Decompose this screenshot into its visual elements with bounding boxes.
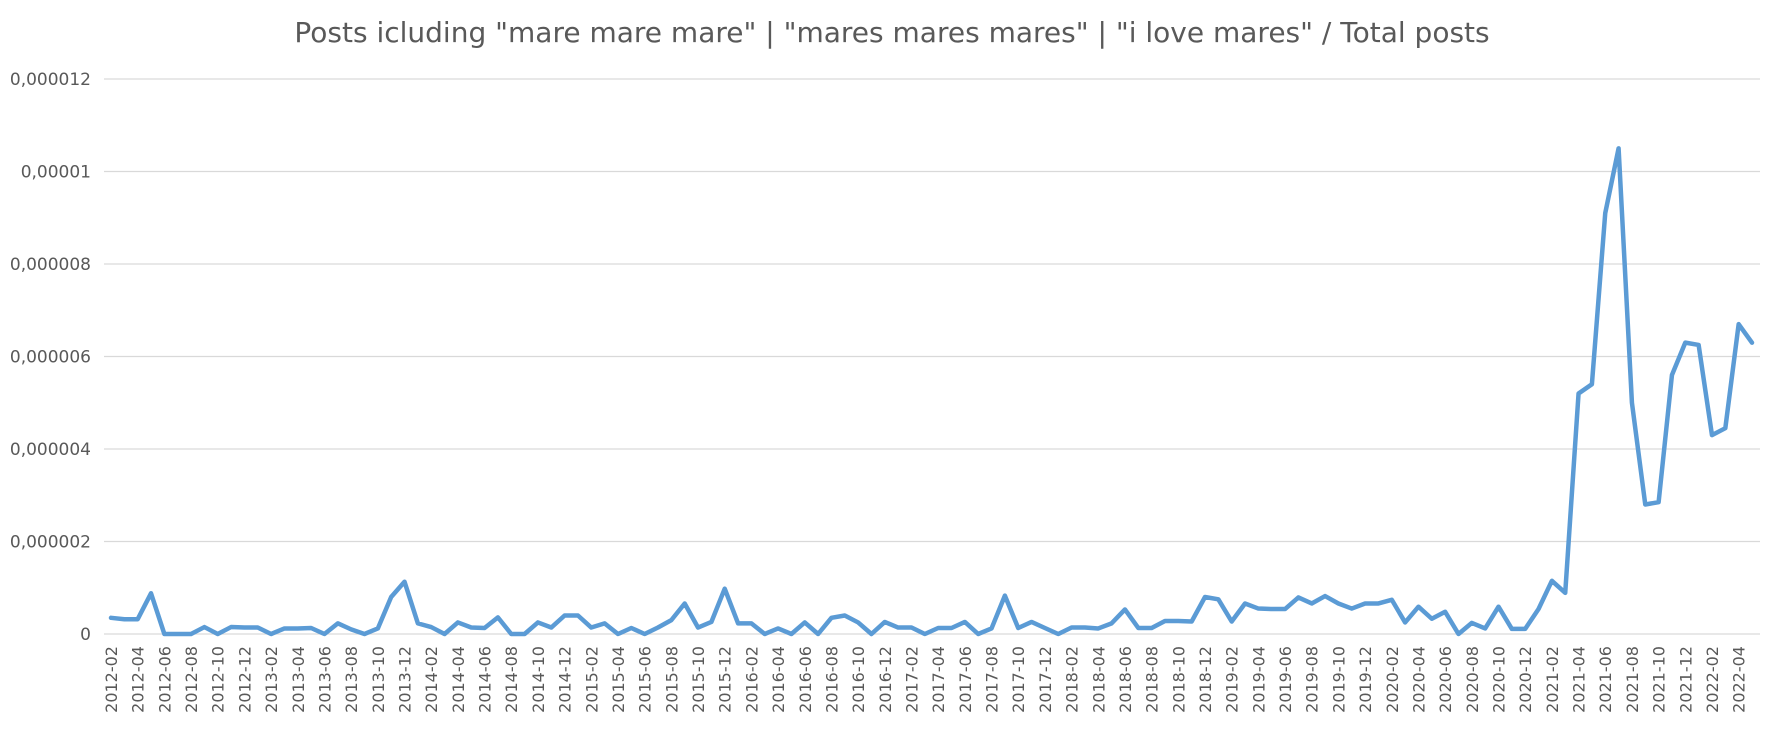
x-tick-label: 2020-10: [1490, 646, 1509, 713]
x-tick-label: 2021-10: [1650, 646, 1669, 713]
x-tick-label: 2019-12: [1356, 646, 1375, 713]
x-tick-label: 2022-04: [1730, 646, 1749, 713]
x-tick-label: 2016-10: [849, 646, 868, 713]
x-tick-label: 2014-06: [476, 646, 495, 713]
y-axis-tick-labels: 0 0,000002 0,000004 0,000006 0,000008 0,00001…: [10, 70, 91, 645]
x-tick-label: 2018-08: [1143, 646, 1162, 713]
x-tick-label: 2017-02: [902, 646, 921, 713]
x-tick-label: 2012-02: [102, 646, 121, 713]
x-tick-label: 2019-04: [1249, 646, 1268, 713]
x-tick-label: 2012-06: [155, 646, 174, 713]
x-tick-label: 2016-08: [822, 646, 841, 713]
x-tick-label: 2018-10: [1169, 646, 1188, 713]
x-tick-label: 2015-02: [582, 646, 601, 713]
x-tick-label: 2016-06: [796, 646, 815, 713]
gridlines: [104, 78, 1760, 635]
x-tick-label: 2019-08: [1303, 646, 1322, 713]
x-tick-label: 2012-08: [182, 646, 201, 713]
y-tick-label: 0,000002: [10, 533, 91, 553]
y-tick-label: 0,000004: [10, 440, 91, 460]
x-tick-label: 2020-12: [1516, 646, 1535, 713]
series-line-0: [108, 146, 1755, 637]
x-tick-label: 2018-04: [1089, 646, 1108, 713]
x-tick-label: 2013-04: [289, 646, 308, 713]
x-tick-label: 2021-12: [1676, 646, 1695, 713]
series-layer: [108, 146, 1755, 637]
x-tick-label: 2018-02: [1063, 646, 1082, 713]
y-tick-label: 0,00001: [21, 163, 91, 183]
x-tick-label: 2022-02: [1703, 646, 1722, 713]
x-tick-label: 2012-10: [209, 646, 228, 713]
x-tick-label: 2014-12: [556, 646, 575, 713]
x-axis-tick-labels: 2012-02 2012-04 2012-06 2012-08 2012-10 2012-…: [102, 646, 1749, 713]
x-tick-label: 2016-12: [876, 646, 895, 713]
x-tick-label: 2017-06: [956, 646, 975, 713]
x-tick-label: 2017-12: [1036, 646, 1055, 713]
x-tick-label: 2020-08: [1463, 646, 1482, 713]
y-tick-label: 0: [80, 625, 91, 645]
x-tick-label: 2021-02: [1543, 646, 1562, 713]
x-tick-label: 2015-04: [609, 646, 628, 713]
x-tick-label: 2020-02: [1383, 646, 1402, 713]
x-tick-label: 2014-04: [449, 646, 468, 713]
x-tick-label: 2013-02: [262, 646, 281, 713]
x-tick-label: 2021-04: [1570, 646, 1589, 713]
x-tick-label: 2013-06: [315, 646, 334, 713]
x-tick-label: 2019-02: [1223, 646, 1242, 713]
x-tick-label: 2015-10: [689, 646, 708, 713]
x-tick-label: 2021-06: [1596, 646, 1615, 713]
x-tick-label: 2014-10: [529, 646, 548, 713]
x-tick-label: 2014-02: [422, 646, 441, 713]
y-tick-label: 0,000012: [10, 70, 91, 90]
x-tick-label: 2016-04: [769, 646, 788, 713]
chart-title: Posts icluding "mare mare mare" | "mares…: [294, 16, 1489, 49]
x-tick-label: 2017-08: [983, 646, 1002, 713]
x-tick-label: 2021-08: [1623, 646, 1642, 713]
x-tick-label: 2012-04: [129, 646, 148, 713]
x-tick-label: 2019-06: [1276, 646, 1295, 713]
x-tick-label: 2015-06: [636, 646, 655, 713]
x-tick-label: 2019-10: [1329, 646, 1348, 713]
x-tick-label: 2017-04: [929, 646, 948, 713]
x-tick-label: 2013-12: [396, 646, 415, 713]
x-tick-label: 2015-08: [662, 646, 681, 713]
x-tick-label: 2014-08: [502, 646, 521, 713]
x-tick-label: 2012-12: [235, 646, 254, 713]
y-tick-label: 0,000008: [10, 255, 91, 275]
x-tick-label: 2020-06: [1436, 646, 1455, 713]
x-tick-label: 2013-08: [342, 646, 361, 713]
x-tick-label: 2020-04: [1409, 646, 1428, 713]
y-tick-label: 0,000006: [10, 348, 91, 368]
x-tick-label: 2015-12: [716, 646, 735, 713]
x-tick-label: 2018-06: [1116, 646, 1135, 713]
x-tick-label: 2013-10: [369, 646, 388, 713]
x-tick-label: 2016-02: [742, 646, 761, 713]
x-tick-label: 2017-10: [1009, 646, 1028, 713]
x-tick-label: 2018-12: [1196, 646, 1215, 713]
